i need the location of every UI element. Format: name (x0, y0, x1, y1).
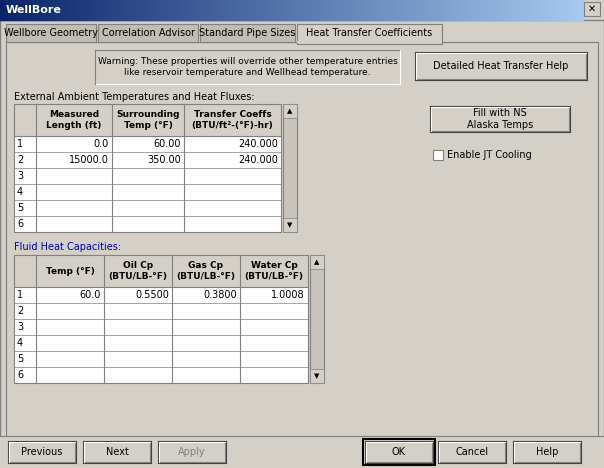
Text: WellBore: WellBore (6, 5, 62, 15)
Text: ▼: ▼ (314, 373, 320, 379)
Text: 2: 2 (17, 306, 23, 316)
Text: Heat Transfer Coefficients: Heat Transfer Coefficients (306, 28, 432, 38)
Bar (310, 369, 324, 383)
Text: ▲: ▲ (314, 259, 320, 265)
Bar (430, 106, 570, 132)
Text: 240.000: 240.000 (238, 139, 278, 149)
Bar (6, 42, 598, 438)
Text: Fluid Heat Capacities:: Fluid Heat Capacities: (14, 242, 121, 252)
Text: 4: 4 (17, 338, 23, 348)
Text: 5: 5 (17, 354, 23, 364)
Bar (365, 441, 433, 463)
Bar (6, 24, 96, 42)
Text: Gas Cp
(BTU/LB-°F): Gas Cp (BTU/LB-°F) (176, 261, 236, 281)
Text: Cancel: Cancel (455, 447, 489, 457)
Text: 60.00: 60.00 (153, 139, 181, 149)
Text: Oil Cp
(BTU/LB-°F): Oil Cp (BTU/LB-°F) (109, 261, 167, 281)
Text: 240.000: 240.000 (238, 155, 278, 165)
Text: 5: 5 (17, 203, 23, 213)
Bar (283, 104, 297, 118)
Bar (98, 24, 198, 42)
Text: 6: 6 (17, 219, 23, 229)
Text: 0.5500: 0.5500 (135, 290, 169, 300)
Bar (310, 255, 324, 383)
Bar (415, 52, 587, 80)
Text: Measured
Length (ft): Measured Length (ft) (47, 110, 101, 130)
Text: 60.0: 60.0 (80, 290, 101, 300)
Text: 1: 1 (17, 139, 23, 149)
Text: OK: OK (392, 447, 406, 457)
Bar (363, 439, 435, 465)
Text: 3: 3 (17, 322, 23, 332)
Text: Transfer Coeffs
(BTU/ft²-(°F)-hr): Transfer Coeffs (BTU/ft²-(°F)-hr) (191, 110, 274, 130)
Bar (283, 104, 297, 232)
Bar (8, 441, 76, 463)
Text: Water Cp
(BTU/LB-°F): Water Cp (BTU/LB-°F) (245, 261, 303, 281)
Text: 4: 4 (17, 187, 23, 197)
Text: 1.0008: 1.0008 (271, 290, 305, 300)
Text: Wellbore Geometry: Wellbore Geometry (4, 28, 98, 38)
Bar (14, 104, 281, 232)
Bar (14, 104, 281, 232)
Text: 0.0: 0.0 (94, 139, 109, 149)
Text: ▼: ▼ (288, 222, 293, 228)
Text: Enable JT Cooling: Enable JT Cooling (447, 150, 532, 160)
Text: Correlation Advisor: Correlation Advisor (101, 28, 194, 38)
Text: 1: 1 (17, 290, 23, 300)
Text: 2: 2 (17, 155, 23, 165)
Text: 3: 3 (17, 171, 23, 181)
Text: 0.3800: 0.3800 (204, 290, 237, 300)
Bar (158, 441, 226, 463)
Bar (438, 441, 506, 463)
Text: Temp (°F): Temp (°F) (45, 266, 94, 276)
Bar (14, 104, 281, 136)
Bar (14, 255, 308, 383)
Text: Help: Help (536, 447, 558, 457)
Text: Warning: These properties will override other temperature entries
like reservoir: Warning: These properties will override … (98, 57, 397, 77)
Bar (513, 441, 581, 463)
Bar (0, 436, 604, 468)
Text: Fill with NS
Alaska Temps: Fill with NS Alaska Temps (467, 108, 533, 130)
Bar (297, 24, 442, 44)
Text: ▲: ▲ (288, 108, 293, 114)
Text: Detailed Heat Transfer Help: Detailed Heat Transfer Help (433, 61, 569, 71)
Bar (433, 150, 443, 160)
Text: 6: 6 (17, 370, 23, 380)
Bar (584, 2, 600, 16)
Bar (310, 255, 324, 269)
Text: 350.00: 350.00 (147, 155, 181, 165)
Text: External Ambient Temperatures and Heat Fluxes:: External Ambient Temperatures and Heat F… (14, 92, 255, 102)
Text: 15000.0: 15000.0 (69, 155, 109, 165)
Bar (283, 218, 297, 232)
Bar (200, 24, 295, 42)
Bar (14, 255, 308, 383)
Text: Previous: Previous (21, 447, 63, 457)
Bar (14, 255, 308, 287)
Text: Surrounding
Temp (°F): Surrounding Temp (°F) (116, 110, 180, 130)
Text: Standard Pipe Sizes: Standard Pipe Sizes (199, 28, 296, 38)
Bar (83, 441, 151, 463)
Text: ✕: ✕ (588, 4, 596, 14)
Text: Apply: Apply (178, 447, 206, 457)
Text: Next: Next (106, 447, 129, 457)
Bar (95, 50, 400, 84)
